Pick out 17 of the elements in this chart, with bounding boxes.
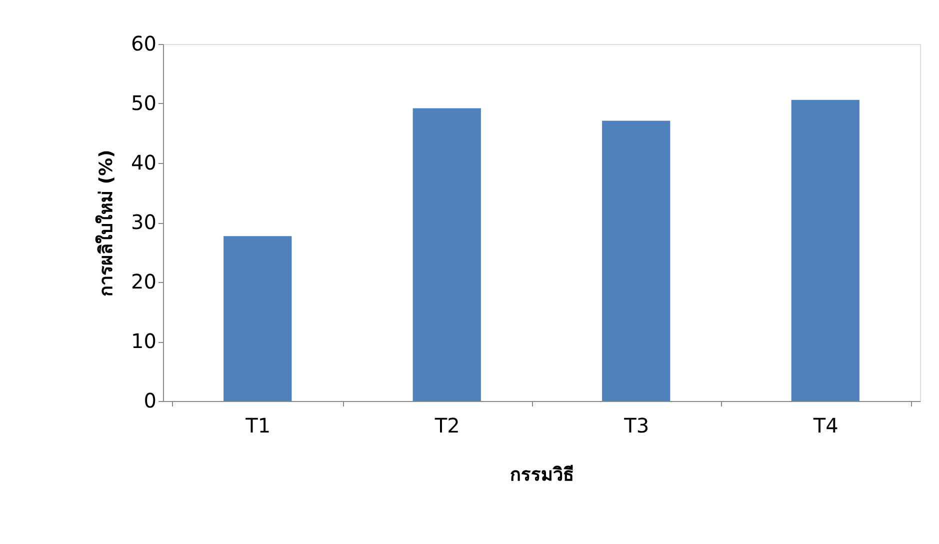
y-tick-label: 60 — [131, 32, 156, 56]
x-axis-title: กรรมวิธี — [510, 464, 574, 486]
x-tick-label: T4 — [812, 414, 838, 438]
bar — [412, 108, 481, 401]
y-axis-title: การผลิใบใหม่ (%) — [95, 150, 118, 296]
bar — [224, 236, 292, 401]
y-tick-label: 40 — [131, 150, 156, 174]
x-tick-label: T1 — [244, 414, 271, 438]
x-tick-label: T2 — [434, 414, 460, 438]
bar — [791, 100, 860, 401]
y-tick-label: 30 — [131, 210, 156, 234]
x-tick-label: T3 — [623, 414, 650, 438]
y-tick-label: 0 — [144, 388, 156, 412]
y-tick-label: 10 — [131, 329, 156, 353]
bar — [602, 120, 670, 401]
y-tick-label: 20 — [131, 270, 156, 294]
y-tick-label: 50 — [131, 91, 156, 115]
